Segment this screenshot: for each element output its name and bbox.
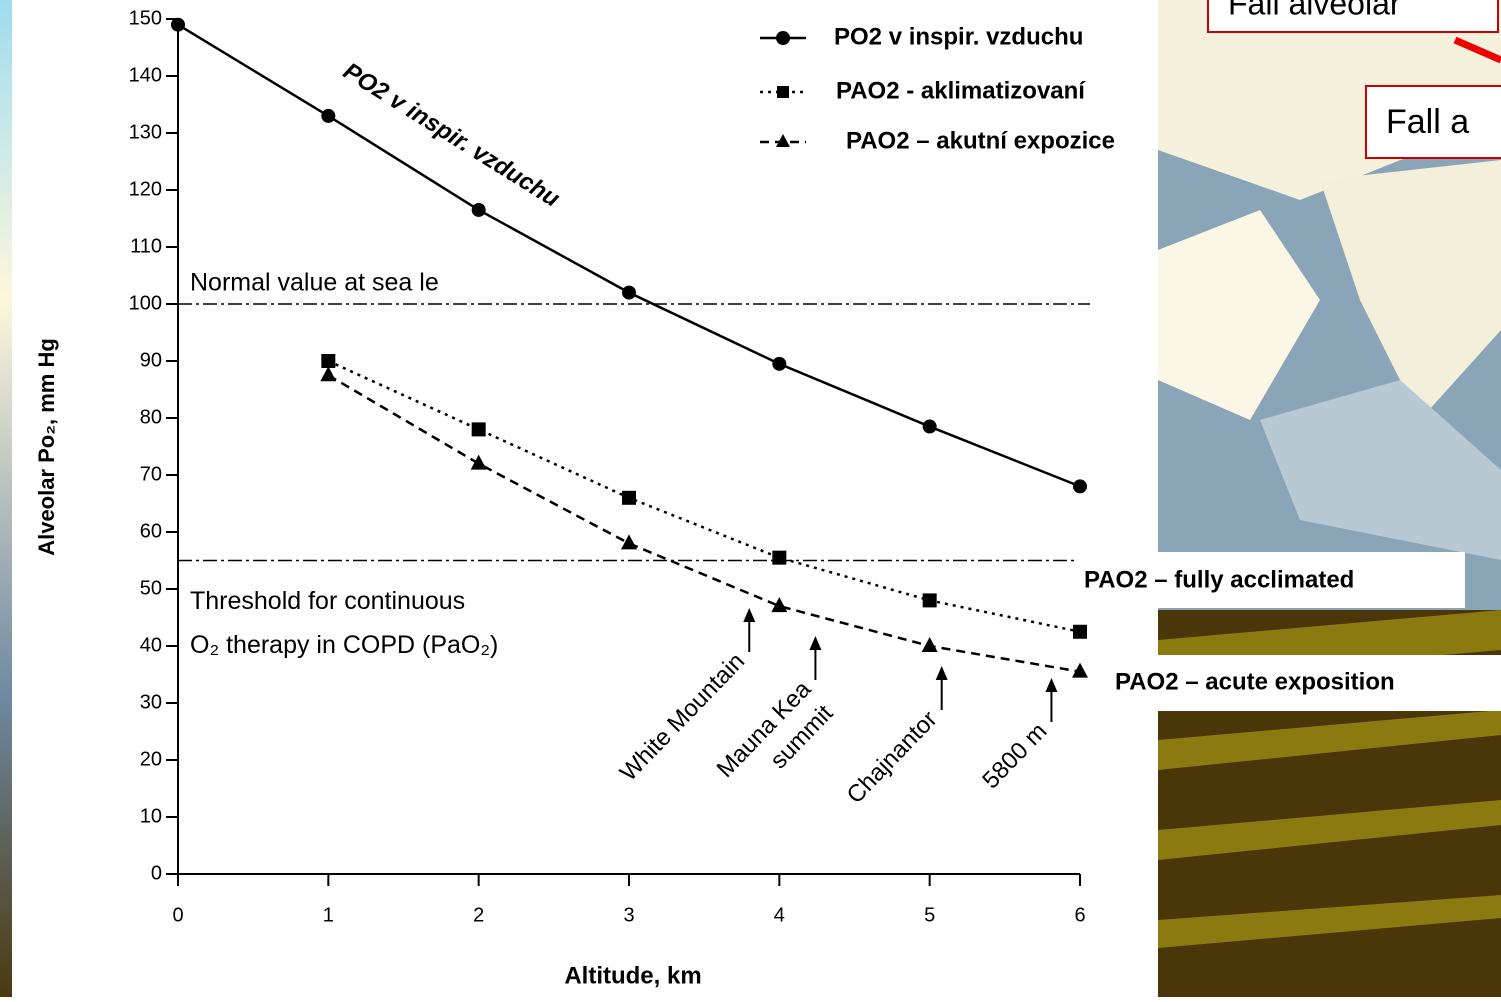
y-tick-label: 30 bbox=[140, 691, 162, 713]
y-tick-label: 50 bbox=[140, 577, 162, 599]
marker bbox=[472, 203, 486, 217]
marker bbox=[321, 354, 335, 368]
marker bbox=[923, 420, 937, 434]
marker bbox=[1073, 479, 1087, 493]
y-tick-label: 140 bbox=[129, 64, 162, 86]
marker bbox=[321, 109, 335, 123]
legend-label: PO2 v inspir. vzduchu bbox=[834, 23, 1083, 50]
marker bbox=[772, 357, 786, 371]
y-axis-label: Alveolar Po₂, mm Hg bbox=[34, 338, 59, 556]
background bbox=[0, 0, 1501, 997]
y-tick-label: 110 bbox=[130, 235, 162, 257]
marker bbox=[923, 593, 937, 607]
marker bbox=[622, 286, 636, 300]
y-tick-label: 100 bbox=[129, 292, 162, 314]
reference-label: Threshold for continuous bbox=[190, 587, 465, 615]
slide-box-text: Fall alveolar bbox=[1228, 0, 1401, 21]
x-tick-label: 5 bbox=[924, 904, 935, 926]
legend-label: PAO2 - aklimatizovaní bbox=[836, 77, 1086, 104]
y-tick-label: 20 bbox=[140, 748, 162, 770]
x-tick-label: 3 bbox=[623, 904, 634, 926]
marker bbox=[171, 18, 185, 32]
marker bbox=[772, 551, 786, 565]
reference-label: Normal value at sea le bbox=[190, 269, 439, 297]
x-axis-label: Altitude, km bbox=[564, 962, 701, 989]
x-tick-label: 6 bbox=[1074, 904, 1085, 926]
y-tick-label: 90 bbox=[140, 349, 162, 371]
y-tick-label: 120 bbox=[129, 178, 162, 200]
y-tick-label: 130 bbox=[129, 121, 162, 143]
legend-label: PAO2 – akutní expozice bbox=[846, 127, 1115, 154]
marker bbox=[1073, 625, 1087, 639]
marker bbox=[472, 422, 486, 436]
y-tick-label: 70 bbox=[140, 463, 162, 485]
y-tick-label: 40 bbox=[140, 634, 162, 656]
x-tick-label: 0 bbox=[172, 904, 183, 926]
y-tick-label: 80 bbox=[140, 406, 162, 428]
slide-label: PAO2 – acute exposition bbox=[1115, 668, 1395, 695]
legend-marker bbox=[777, 86, 789, 98]
marker bbox=[622, 491, 636, 505]
y-tick-label: 10 bbox=[140, 805, 162, 827]
reference-label: O₂ therapy in COPD (PaO₂) bbox=[190, 631, 498, 659]
x-tick-label: 1 bbox=[323, 904, 334, 926]
y-tick-label: 60 bbox=[140, 520, 162, 542]
x-tick-label: 2 bbox=[473, 904, 484, 926]
slide: Altitude, km Alveolar Po₂, mm Hg 0102030… bbox=[0, 0, 1501, 997]
y-tick-label: 150 bbox=[129, 7, 162, 29]
x-tick-label: 4 bbox=[774, 904, 785, 926]
slide-box-text: Fall a bbox=[1386, 103, 1469, 141]
legend-marker bbox=[776, 31, 790, 45]
slide-label: PAO2 – fully acclimated bbox=[1084, 566, 1354, 593]
y-tick-label: 0 bbox=[151, 862, 162, 884]
